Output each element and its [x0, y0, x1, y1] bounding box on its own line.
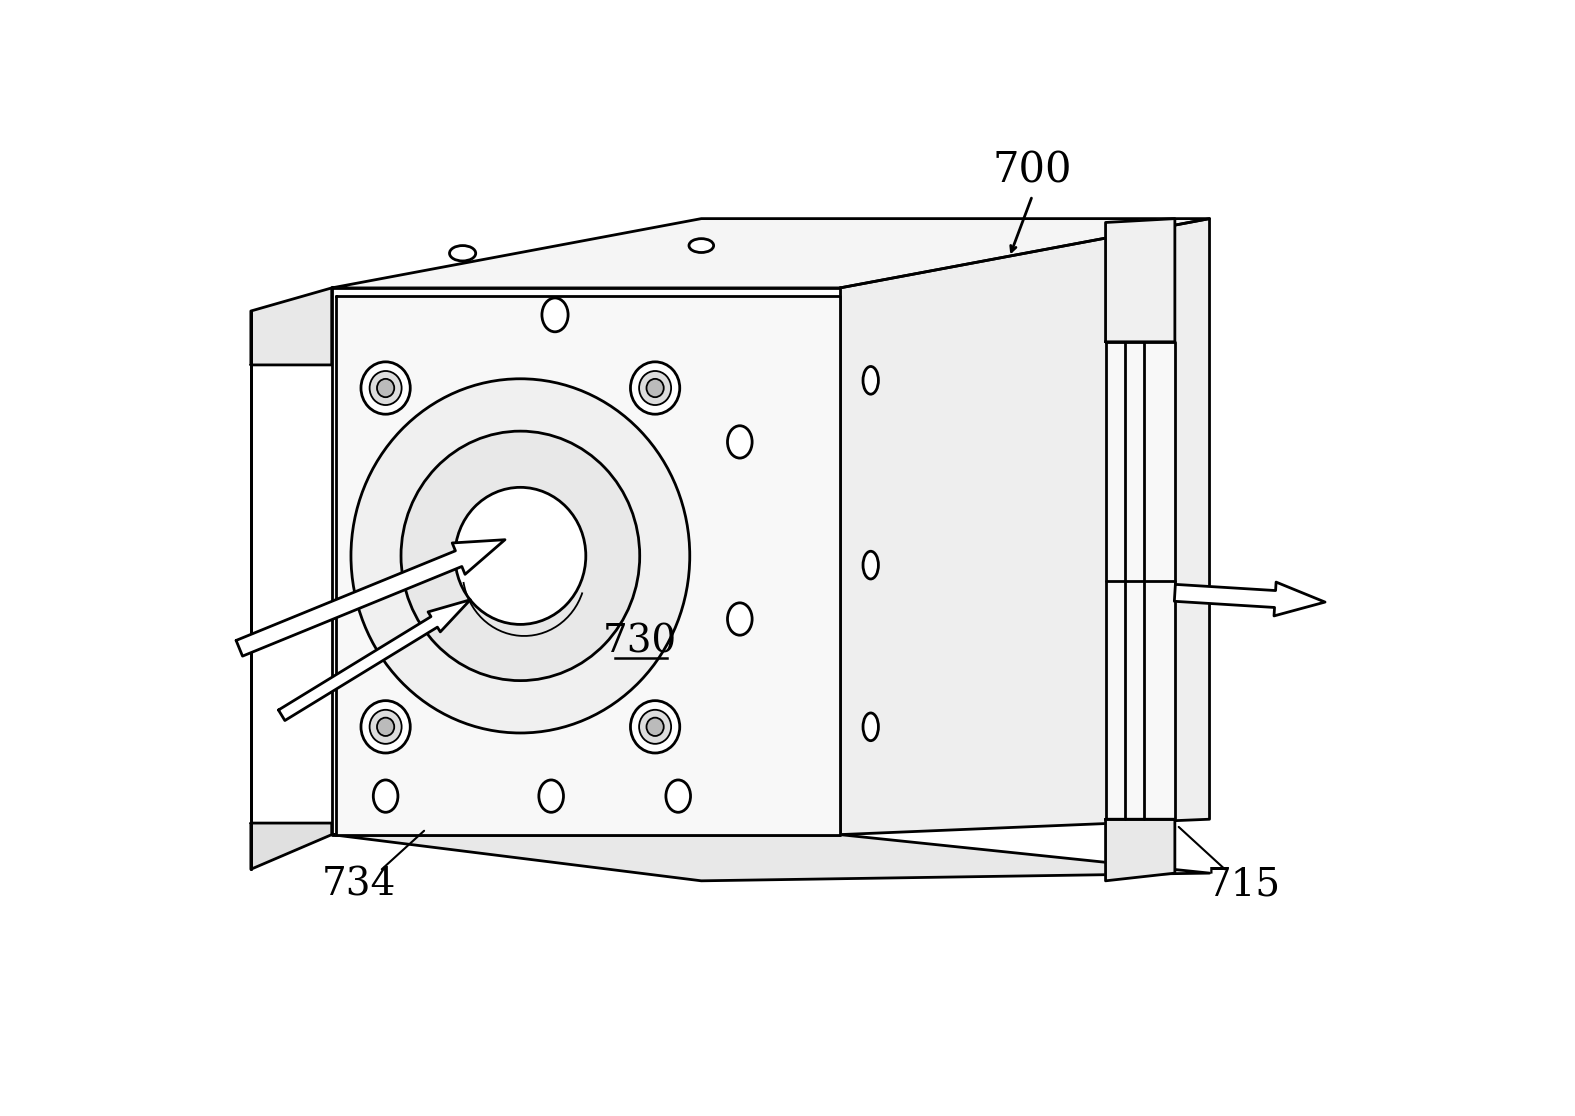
- Ellipse shape: [539, 780, 564, 812]
- Ellipse shape: [630, 701, 680, 753]
- Polygon shape: [332, 219, 1210, 288]
- Ellipse shape: [370, 710, 402, 744]
- Ellipse shape: [542, 298, 569, 331]
- Ellipse shape: [370, 371, 402, 405]
- Ellipse shape: [639, 710, 671, 744]
- Ellipse shape: [376, 718, 394, 735]
- Ellipse shape: [361, 362, 410, 414]
- Text: 715: 715: [1206, 866, 1280, 903]
- Ellipse shape: [863, 713, 879, 741]
- Ellipse shape: [373, 780, 398, 812]
- Polygon shape: [332, 835, 1210, 881]
- Ellipse shape: [863, 366, 879, 394]
- Polygon shape: [250, 824, 332, 869]
- Ellipse shape: [351, 378, 690, 733]
- Ellipse shape: [728, 425, 753, 458]
- Ellipse shape: [639, 371, 671, 405]
- Ellipse shape: [455, 488, 586, 625]
- Polygon shape: [236, 540, 506, 656]
- Ellipse shape: [361, 701, 410, 753]
- Ellipse shape: [646, 378, 663, 397]
- Polygon shape: [279, 599, 471, 721]
- Polygon shape: [1175, 583, 1325, 616]
- Ellipse shape: [402, 431, 639, 681]
- Polygon shape: [1106, 219, 1175, 341]
- Ellipse shape: [666, 780, 690, 812]
- Polygon shape: [250, 288, 332, 365]
- Ellipse shape: [863, 551, 879, 579]
- Ellipse shape: [688, 239, 713, 252]
- Polygon shape: [1106, 341, 1175, 819]
- Polygon shape: [839, 219, 1210, 835]
- Text: 730: 730: [603, 624, 677, 661]
- Ellipse shape: [376, 378, 394, 397]
- Ellipse shape: [449, 246, 476, 261]
- Polygon shape: [335, 296, 839, 835]
- Ellipse shape: [728, 603, 753, 635]
- Polygon shape: [1106, 819, 1175, 881]
- Text: 734: 734: [321, 866, 395, 903]
- Ellipse shape: [646, 718, 663, 735]
- Polygon shape: [332, 288, 839, 835]
- Ellipse shape: [630, 362, 680, 414]
- Text: 700: 700: [992, 150, 1073, 192]
